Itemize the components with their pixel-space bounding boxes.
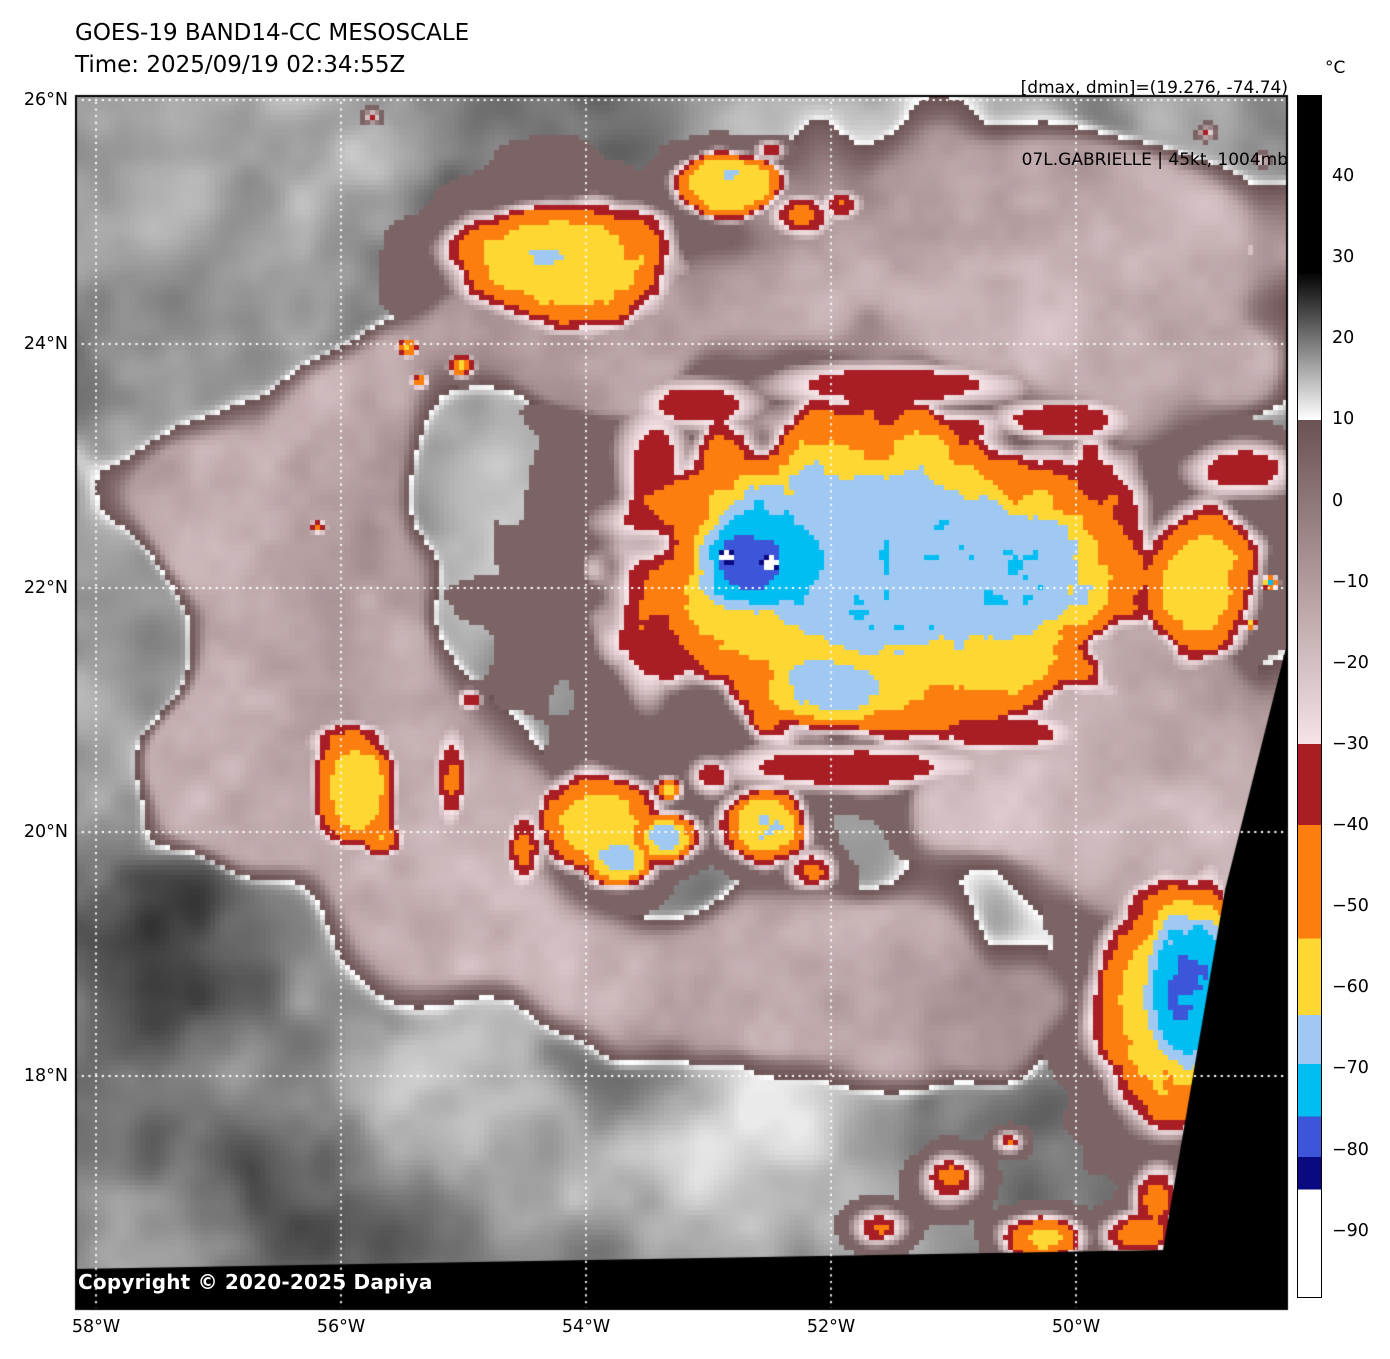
colorbar-tick-label: −10 bbox=[1332, 571, 1369, 592]
colorbar-tick-label: 30 bbox=[1332, 247, 1355, 268]
latitude-tick-label: 22°N bbox=[23, 578, 68, 598]
longitude-tick-label: 54°W bbox=[561, 1317, 611, 1337]
latitude-tick-label: 26°N bbox=[23, 90, 68, 110]
dmax-dmin-readout: [dmax, dmin]=(19.276, -74.74) bbox=[1020, 78, 1288, 98]
figure-time: Time: 2025/09/19 02:34:55Z bbox=[75, 52, 406, 78]
colorbar-tick-label: −90 bbox=[1332, 1220, 1369, 1241]
longitude-tick-label: 58°W bbox=[71, 1317, 121, 1337]
longitude-tick-label: 52°W bbox=[806, 1317, 856, 1337]
copyright-label: Copyright © 2020-2025 Dapiya bbox=[78, 1270, 433, 1294]
longitude-tick-label: 50°W bbox=[1051, 1317, 1101, 1337]
colorbar-tick-label: 20 bbox=[1332, 328, 1355, 349]
colorbar-tick-label: 40 bbox=[1332, 166, 1355, 187]
colorbar-tick-label: −40 bbox=[1332, 815, 1369, 836]
latitude-tick-label: 20°N bbox=[23, 822, 68, 842]
colorbar bbox=[1297, 95, 1322, 1298]
colorbar-tick-label: −30 bbox=[1332, 733, 1369, 754]
figure-title: GOES-19 BAND14-CC MESOSCALE bbox=[75, 20, 470, 46]
colorbar-tick-label: −80 bbox=[1332, 1139, 1369, 1160]
colorbar-tick-label: −60 bbox=[1332, 977, 1369, 998]
storm-info: 07L.GABRIELLE | 45kt, 1004mb bbox=[1021, 150, 1288, 170]
colorbar-unit-label: °C bbox=[1325, 58, 1346, 78]
colorbar-tick-label: −70 bbox=[1332, 1058, 1369, 1079]
figure-meta: [dmax, dmin]=(19.276, -74.74) 07L.GABRIE… bbox=[1021, 28, 1288, 220]
colorbar-tick-label: 10 bbox=[1332, 409, 1355, 430]
longitude-tick-label: 56°W bbox=[316, 1317, 366, 1337]
latitude-tick-label: 18°N bbox=[23, 1066, 68, 1086]
latitude-tick-label: 24°N bbox=[23, 334, 68, 354]
colorbar-tick-label: −20 bbox=[1332, 652, 1369, 673]
colorbar-tick-label: 0 bbox=[1332, 490, 1344, 511]
colorbar-tick-label: −50 bbox=[1332, 896, 1369, 917]
